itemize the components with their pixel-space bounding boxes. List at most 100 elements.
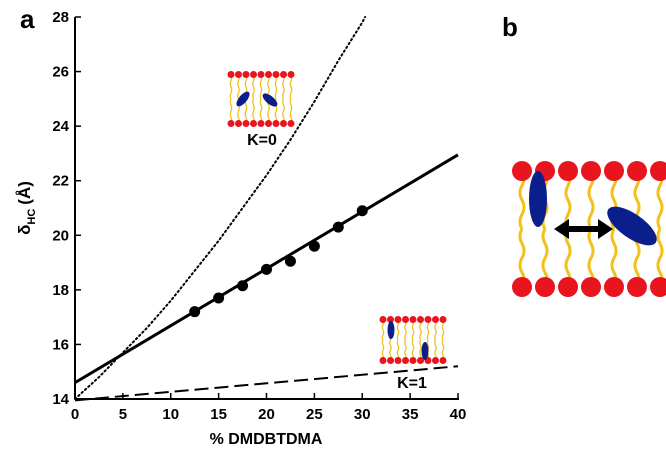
panel-label: a [20, 4, 35, 34]
lipid-tail [541, 228, 549, 288]
x-tick-label: 15 [210, 406, 227, 423]
lipid-tail [229, 74, 233, 100]
lipid-tail [434, 339, 437, 361]
lipid-tail [229, 98, 233, 124]
lipid-tail [274, 74, 278, 100]
lipid-head [235, 71, 242, 78]
lipid-tail [441, 319, 445, 341]
y-axis-label: δHC (Å) [15, 181, 38, 235]
lipid-head [272, 120, 280, 127]
lipid-tail [396, 339, 400, 361]
y-tick-label: 20 [52, 227, 69, 244]
lipid-tail [518, 170, 526, 230]
lipid-head [558, 277, 578, 297]
lipid-head [417, 357, 424, 364]
x-tick-label: 0 [71, 406, 79, 423]
lipid-head [650, 161, 666, 181]
y-label-main: δ [15, 225, 34, 235]
lipid-head [257, 71, 265, 78]
lipid-head [227, 120, 235, 127]
lipid-tail [404, 339, 407, 361]
diagrams [227, 71, 666, 364]
x-tick-label: 25 [306, 406, 323, 423]
lipid-tail [419, 339, 422, 361]
curve-solid [74, 153, 459, 384]
lipid-head [287, 71, 295, 78]
lipid-head [387, 357, 394, 364]
extractant [387, 321, 395, 339]
curve-dashed [74, 365, 459, 402]
lipid-head [379, 357, 387, 364]
y-tick-label: 24 [52, 118, 69, 135]
lipid-tail [282, 98, 285, 124]
arrow-head [598, 219, 613, 239]
lipid-head [242, 120, 250, 127]
lipid-head [439, 357, 447, 364]
lipid-head [280, 71, 287, 78]
y-tick-label: 18 [52, 282, 69, 299]
lipid-tail [434, 319, 437, 341]
y-tick-label: 16 [52, 336, 69, 353]
x-tick-label: 40 [450, 406, 467, 423]
lipid-tail [411, 319, 415, 341]
lipid-head [257, 120, 265, 127]
lipid-tail [396, 319, 400, 341]
lipid-head [250, 120, 257, 127]
lipid-head [394, 316, 402, 323]
lipid-head [265, 71, 272, 78]
lipid-tail [282, 74, 285, 100]
lipid-head [402, 316, 409, 323]
lipid-tail [518, 228, 526, 288]
lipid-tail [259, 98, 263, 124]
lipid-head [265, 120, 272, 127]
lipid-tail [587, 228, 595, 288]
extractant [607, 206, 657, 246]
y-tick-label: 28 [52, 9, 69, 26]
lipid-head [424, 316, 432, 323]
lipid-tail [252, 98, 255, 124]
lipid-tail [587, 170, 595, 230]
lipid-tail [389, 339, 392, 361]
x-axis-label: % DMDBTDMA [210, 431, 323, 448]
lipid-tail [411, 339, 415, 361]
y-label-unit: (Å) [15, 181, 34, 205]
lipid-head [432, 316, 439, 323]
lipid-head [432, 357, 439, 364]
lipid-head [650, 277, 666, 297]
lipid-head [581, 161, 601, 181]
lipid-head [627, 277, 647, 297]
lipid-head [287, 120, 295, 127]
y-tick-label: 22 [52, 173, 69, 190]
x-tick-label: 35 [402, 406, 419, 423]
panel-label: b [502, 12, 518, 42]
lipid-head [272, 71, 280, 78]
lipid-head [627, 161, 647, 181]
lipid-tail [441, 339, 445, 361]
x-tick-label: 10 [162, 406, 179, 423]
data-point [284, 255, 296, 267]
lipid-tail [289, 98, 293, 124]
lipid-head [242, 71, 250, 78]
lipid-head [379, 316, 387, 323]
lipid-head [604, 161, 624, 181]
lipid-head [394, 357, 402, 364]
lipid-tail [289, 74, 293, 100]
lipid-tail [237, 74, 240, 100]
y-tick-label: 26 [52, 64, 69, 81]
x-tick-label: 20 [258, 406, 275, 423]
lipid-head [402, 357, 409, 364]
lipid-tail [564, 170, 572, 230]
lipid-head [581, 277, 601, 297]
lipid-tail [244, 98, 248, 124]
lipid-tail [426, 319, 430, 341]
y-label-sub: HC [26, 209, 38, 225]
lipid-head [439, 316, 447, 323]
x-tick-label: 5 [119, 406, 127, 423]
lipid-head [250, 71, 257, 78]
y-tick-label: 14 [52, 391, 69, 408]
lipid-head [535, 277, 555, 297]
lipid-tail [252, 74, 255, 100]
lipid-head [409, 316, 417, 323]
lipid-head [387, 316, 394, 323]
